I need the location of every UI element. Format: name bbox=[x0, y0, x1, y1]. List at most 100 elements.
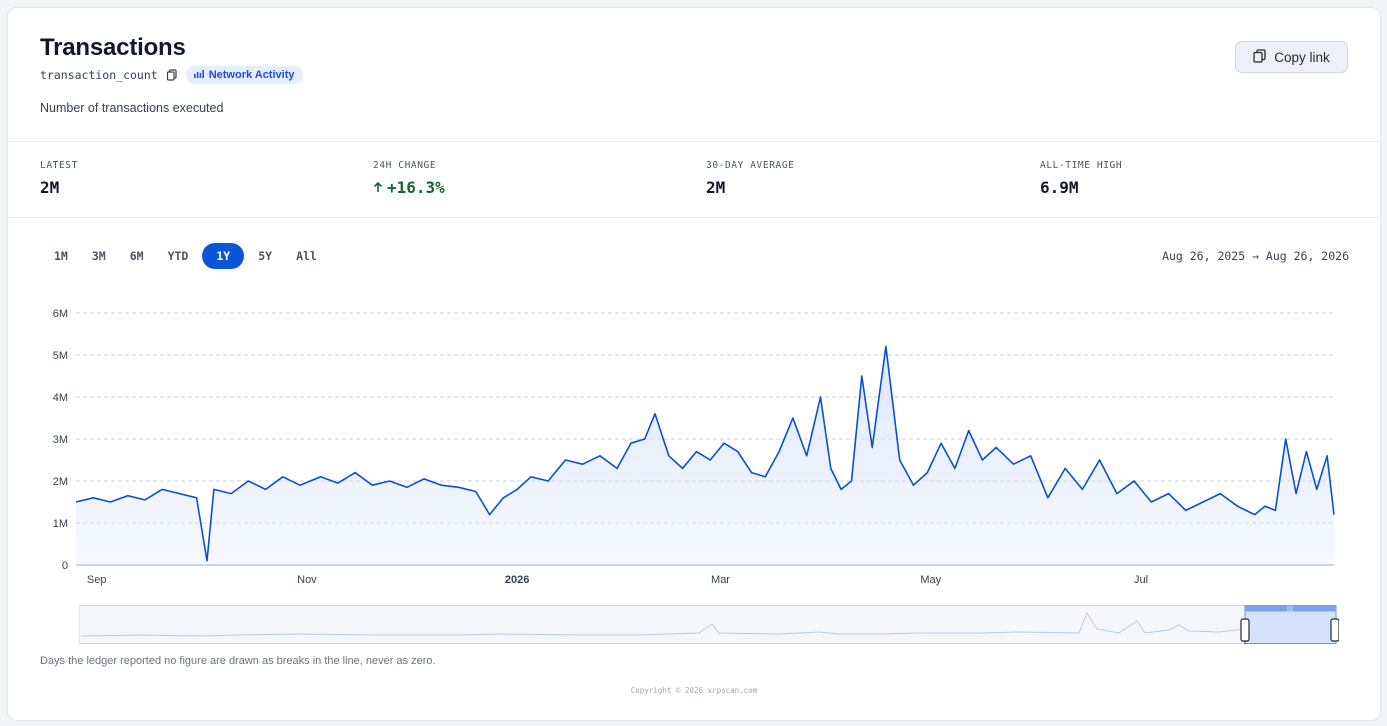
stat-all-time-high: ALL-TIME HIGH 6.9M bbox=[1040, 160, 1122, 197]
copyright: Copyright © 2026 xrpscan.com bbox=[630, 686, 758, 695]
data-point bbox=[1030, 455, 1032, 457]
data-point bbox=[1012, 463, 1014, 465]
data-point bbox=[709, 459, 711, 461]
stat-label: 24H CHANGE bbox=[373, 160, 437, 171]
data-point bbox=[92, 497, 94, 499]
data-point bbox=[668, 455, 670, 457]
data-point bbox=[1133, 480, 1135, 482]
category-badge[interactable]: Network Activity bbox=[185, 66, 303, 84]
data-point bbox=[885, 345, 887, 347]
data-point bbox=[1285, 438, 1287, 440]
transactions-chart[interactable]: 0 1M 2M 3M 4M 5M 6M Sep Nov 2026 Mar May Jul bbox=[8, 293, 1380, 593]
data-point bbox=[195, 497, 197, 499]
data-point bbox=[995, 446, 997, 448]
data-point bbox=[737, 450, 739, 452]
stat-latest: LATEST 2M bbox=[40, 160, 78, 197]
y-tick-label: 0 bbox=[62, 560, 68, 572]
y-tick-label: 6M bbox=[53, 308, 68, 320]
navigator-scrollbar[interactable] bbox=[1245, 605, 1336, 612]
data-point bbox=[805, 455, 807, 457]
range-navigator[interactable]: ||| bbox=[79, 605, 1339, 647]
data-point bbox=[750, 471, 752, 473]
data-point bbox=[926, 471, 928, 473]
copy-link-button[interactable]: Copy link bbox=[1235, 41, 1348, 73]
data-point bbox=[299, 484, 301, 486]
stat-label: LATEST bbox=[40, 160, 78, 171]
data-point bbox=[723, 442, 725, 444]
data-point bbox=[457, 486, 459, 488]
data-point bbox=[1081, 488, 1083, 490]
data-point bbox=[371, 484, 373, 486]
data-point bbox=[213, 488, 215, 490]
copy-key-icon[interactable] bbox=[166, 69, 178, 81]
data-point bbox=[981, 459, 983, 461]
data-point bbox=[1116, 492, 1118, 494]
data-point bbox=[643, 438, 645, 440]
data-point bbox=[178, 492, 180, 494]
activity-chart-icon bbox=[193, 69, 204, 81]
data-point bbox=[564, 459, 566, 461]
navigator-selection[interactable] bbox=[1244, 605, 1337, 644]
data-point bbox=[840, 488, 842, 490]
range-5y-button[interactable]: 5Y bbox=[258, 249, 273, 263]
data-point bbox=[354, 471, 356, 473]
data-point bbox=[230, 492, 232, 494]
data-point bbox=[1316, 488, 1318, 490]
metric-description: Number of transactions executed bbox=[40, 101, 224, 115]
data-point bbox=[1254, 513, 1256, 515]
data-point bbox=[1333, 513, 1335, 515]
data-point bbox=[654, 413, 656, 415]
data-point bbox=[1064, 467, 1066, 469]
x-tick-label: 2026 bbox=[505, 574, 529, 586]
data-point bbox=[1047, 497, 1049, 499]
data-point bbox=[792, 417, 794, 419]
data-point bbox=[206, 560, 208, 562]
data-point bbox=[488, 513, 490, 515]
data-point bbox=[1264, 505, 1266, 507]
data-point bbox=[819, 396, 821, 398]
y-tick-label: 1M bbox=[53, 518, 68, 530]
x-tick-label: Mar bbox=[711, 574, 730, 586]
navigator-right-handle[interactable] bbox=[1330, 618, 1339, 642]
data-point bbox=[530, 476, 532, 478]
metric-header: Transactions transaction_count Network A… bbox=[8, 8, 1380, 142]
data-point bbox=[423, 478, 425, 480]
stat-change-value: +16.3% bbox=[387, 178, 445, 197]
navigator-track bbox=[79, 605, 1337, 644]
series-area bbox=[76, 346, 1334, 565]
page-title: Transactions bbox=[40, 34, 186, 61]
x-tick-label: Nov bbox=[297, 574, 317, 586]
data-point bbox=[547, 480, 549, 482]
data-point bbox=[388, 480, 390, 482]
data-point bbox=[830, 467, 832, 469]
x-tick-label: Sep bbox=[87, 574, 107, 586]
data-point bbox=[1150, 501, 1152, 503]
data-point bbox=[861, 375, 863, 377]
data-point bbox=[1219, 492, 1221, 494]
data-point bbox=[764, 476, 766, 478]
data-point bbox=[109, 501, 111, 503]
x-tick-label: Jul bbox=[1134, 574, 1148, 586]
range-1y-button[interactable]: 1Y bbox=[202, 243, 245, 269]
data-point bbox=[695, 450, 697, 452]
data-point bbox=[1326, 455, 1328, 457]
data-point bbox=[1295, 492, 1297, 494]
data-point bbox=[1202, 501, 1204, 503]
stat-label: ALL-TIME HIGH bbox=[1040, 160, 1123, 171]
range-3m-button[interactable]: 3M bbox=[91, 249, 106, 263]
range-ytd-button[interactable]: YTD bbox=[167, 249, 189, 263]
data-point bbox=[1167, 492, 1169, 494]
data-point bbox=[616, 467, 618, 469]
navigator-left-handle[interactable] bbox=[1240, 618, 1250, 642]
metric-key-row: transaction_count Network Activity bbox=[40, 66, 303, 84]
data-point bbox=[440, 484, 442, 486]
data-point bbox=[337, 482, 339, 484]
data-point bbox=[516, 488, 518, 490]
data-point bbox=[75, 501, 77, 503]
range-all-button[interactable]: All bbox=[296, 249, 317, 263]
range-6m-button[interactable]: 6M bbox=[129, 249, 144, 263]
stat-30d-average: 30-DAY AVERAGE 2M bbox=[706, 160, 794, 197]
range-1m-button[interactable]: 1M bbox=[54, 249, 68, 263]
data-gap-footnote: Days the ledger reported no figure are d… bbox=[40, 655, 436, 667]
data-point bbox=[1098, 459, 1100, 461]
